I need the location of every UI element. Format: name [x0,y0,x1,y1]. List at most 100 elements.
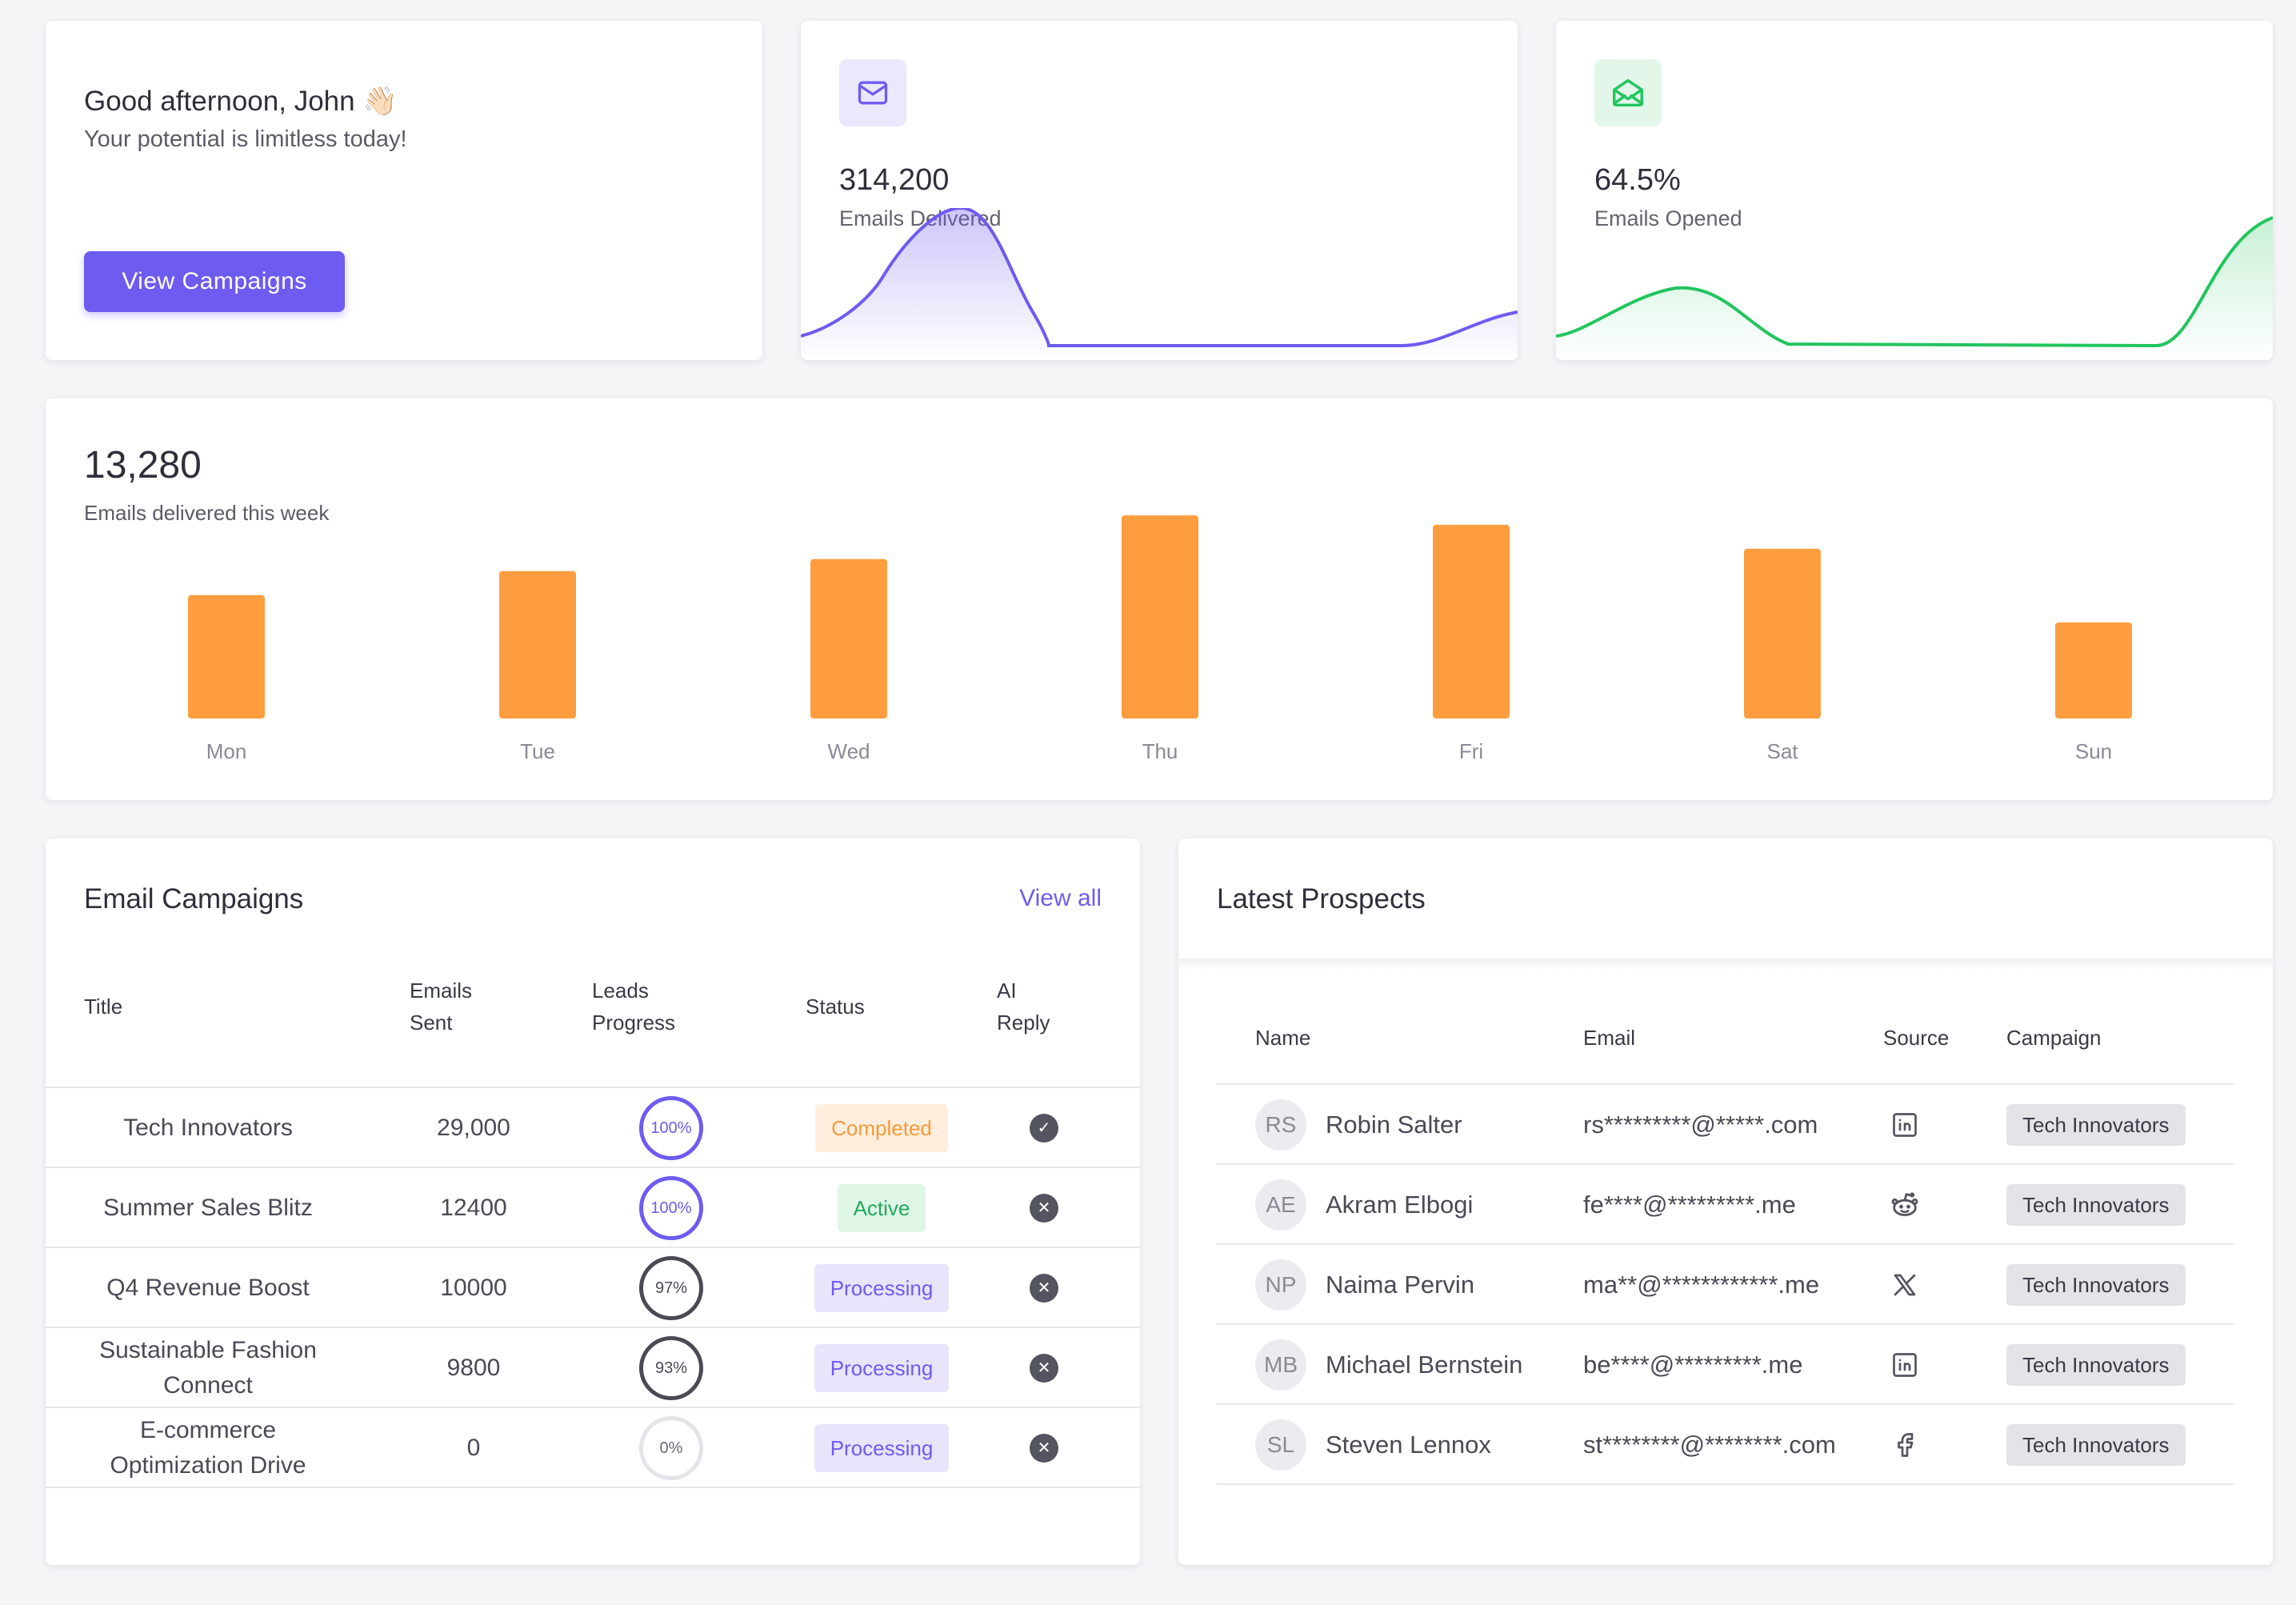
campaign-ai-reply: ✕ [1020,1248,1068,1328]
campaign-title: Q4 Revenue Boost [106,1275,310,1301]
campaign-status: Processing [798,1248,966,1328]
progress-ring: 100% [639,1096,703,1160]
reddit-icon[interactable] [1881,1165,1929,1245]
status-badge: Processing [814,1344,950,1392]
table-row[interactable]: Q4 Revenue Boost 10000 97% Processing ✕ [46,1248,1140,1328]
status-badge: Active [837,1184,926,1232]
table-row[interactable]: Tech Innovators 29,000 100% Completed ✓ [46,1088,1140,1168]
tick-label-thu: Thu [1142,739,1178,763]
campaign-tag[interactable]: Tech Innovators [2006,1104,2186,1146]
bar-thu [1122,515,1198,718]
latest-prospects-card: Latest Prospects Name Email Source Campa… [1178,839,2273,1565]
avatar: SL [1255,1419,1306,1471]
linkedin-icon[interactable] [1881,1325,1929,1405]
close-circle-icon: ✕ [1030,1274,1058,1303]
table-row[interactable]: NP Naima Pervin ma**@************.me Tec… [1217,1245,2234,1325]
campaign-progress: 97% [625,1248,718,1328]
emails-delivered-sparkline [801,208,1518,360]
bar-fri [1433,524,1510,718]
prospects-divider [1178,959,2273,970]
table-row[interactable]: AE Akram Elbogi fe****@*********.me Tech… [1217,1165,2234,1245]
mail-open-icon [1594,59,1662,126]
campaign-ai-reply: ✓ [1020,1088,1068,1168]
status-badge: Processing [814,1424,950,1472]
campaign-tag[interactable]: Tech Innovators [2006,1344,2186,1386]
emails-delivered-card: 314,200 Emails Delivered [801,21,1518,360]
tick-label-mon: Mon [206,739,247,763]
campaigns-table: Title Emails Sent Leads Progress Status AI… [46,957,1140,1488]
campaign-progress: 0% [625,1408,718,1488]
tick-label-wed: Wed [828,739,870,763]
welcome-card: Good afternoon, John 👋🏻 Your potential i… [46,21,762,360]
campaign-tag[interactable]: Tech Innovators [2006,1264,2186,1306]
emails-opened-label: Emails Opened [1594,206,1742,230]
col-name: Name [1255,1026,1311,1050]
prospect-email: rs*********@*****.com [1583,1111,1818,1139]
prospect-email: st********@********.com [1583,1431,1836,1459]
x-icon[interactable] [1881,1245,1929,1325]
avatar: AE [1255,1179,1306,1231]
bar-wed [810,558,887,718]
campaign-title: Tech Innovators [123,1115,293,1141]
bar-sat [1744,548,1821,718]
prospect-email: fe****@*********.me [1583,1191,1796,1219]
weekly-emails-card: 13,280 Emails delivered this week Mon Tue… [46,398,2273,800]
emails-opened-card: 64.5% Emails Opened [1556,21,2273,360]
progress-ring: 0% [639,1416,703,1480]
progress-ring: 100% [639,1176,703,1240]
campaign-title: Summer Sales Blitz [103,1195,313,1221]
table-row[interactable]: SL Steven Lennox st********@********.com… [1217,1405,2234,1485]
campaign-ai-reply: ✕ [1020,1168,1068,1248]
campaign-progress: 100% [625,1168,718,1248]
campaign-title: Sustainable Fashion Connect [99,1337,317,1399]
prospects-title: Latest Prospects [1217,883,1426,915]
table-row[interactable]: MB Michael Bernstein be****@*********.me… [1217,1325,2234,1405]
tick-label-tue: Tue [520,739,555,763]
campaign-title: E-commerce Optimization Drive [110,1417,306,1479]
table-row[interactable]: E-commerce Optimization Drive 0 0% Proce… [46,1408,1140,1488]
campaign-tag[interactable]: Tech Innovators [2006,1424,2186,1466]
emails-delivered-value: 314,200 [839,163,950,197]
check-circle-icon: ✓ [1030,1114,1058,1143]
table-row[interactable]: Sustainable Fashion Connect 9800 93% Pro… [46,1328,1140,1408]
weekly-total: 13,280 [84,444,202,486]
table-row[interactable]: RS Robin Salter rs*********@*****.com Te… [1217,1085,2234,1165]
bar-mon [188,594,265,718]
facebook-icon[interactable] [1881,1405,1929,1485]
emails-opened-value: 64.5% [1594,163,1681,197]
campaign-status: Completed [798,1088,966,1168]
tick-label-sun: Sun [2075,739,2112,763]
campaign-status: Active [798,1168,966,1248]
bar-sun [2055,622,2132,718]
view-campaigns-button[interactable]: View Campaigns [84,251,345,312]
campaign-status: Processing [798,1408,966,1488]
close-circle-icon: ✕ [1030,1354,1058,1383]
view-all-link[interactable]: View all [1019,885,1102,911]
campaign-emails-sent: 0 [466,1435,481,1461]
prospect-name: Robin Salter [1326,1111,1462,1139]
campaign-progress: 100% [625,1088,718,1168]
campaign-emails-sent: 9800 [446,1355,501,1381]
col-email: Email [1583,1026,1636,1050]
campaign-ai-reply: ✕ [1020,1408,1068,1488]
weekly-caption: Emails delivered this week [84,501,330,525]
campaign-progress: 93% [625,1328,718,1408]
weekly-bar-chart: Mon Tue Wed Thu Fri Sat Sun [188,515,2132,763]
status-badge: Completed [815,1104,948,1152]
col-source: Source [1883,1026,1950,1050]
greeting-text: Good afternoon, John 👋🏻 [84,86,398,117]
greeting-subtitle: Your potential is limitless today! [84,126,407,152]
prospects-table: Name Email Source Campaign RS Robin Salt… [1217,1002,2234,1485]
status-badge: Processing [814,1264,950,1312]
tick-label-fri: Fri [1459,739,1483,763]
prospect-name: Michael Bernstein [1326,1351,1523,1379]
campaign-tag[interactable]: Tech Innovators [2006,1184,2186,1226]
linkedin-icon[interactable] [1881,1085,1929,1165]
col-emails-sent: Emails Sent [410,979,473,1035]
prospect-name: Naima Pervin [1326,1271,1475,1299]
table-row[interactable]: Summer Sales Blitz 12400 100% Active ✕ [46,1168,1140,1248]
progress-ring: 97% [639,1256,703,1320]
prospect-name: Steven Lennox [1326,1431,1491,1459]
tick-label-sat: Sat [1766,739,1798,763]
campaign-emails-sent: 10000 [440,1275,507,1301]
